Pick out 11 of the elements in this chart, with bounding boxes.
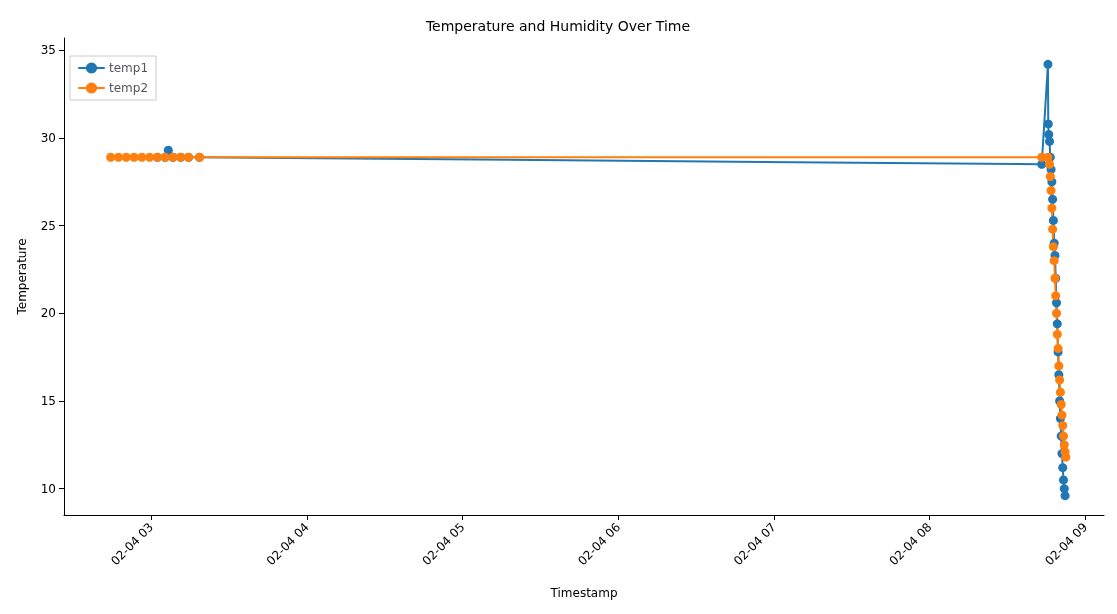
legend-label: temp2	[109, 81, 149, 95]
chart-title: Temperature and Humidity Over Time	[424, 18, 691, 34]
x-axis-title: Timestamp	[549, 586, 618, 600]
legend-label: temp1	[109, 61, 149, 75]
y-tick-label: 10	[40, 481, 56, 496]
y-tick-label: 20	[40, 306, 56, 321]
y-tick-label: 30	[40, 130, 56, 145]
y-tick-label: 25	[40, 218, 56, 233]
y-axis-title: Temperature	[15, 238, 29, 316]
y-tick-label: 15	[40, 394, 56, 409]
y-tick-label: 35	[40, 43, 56, 58]
